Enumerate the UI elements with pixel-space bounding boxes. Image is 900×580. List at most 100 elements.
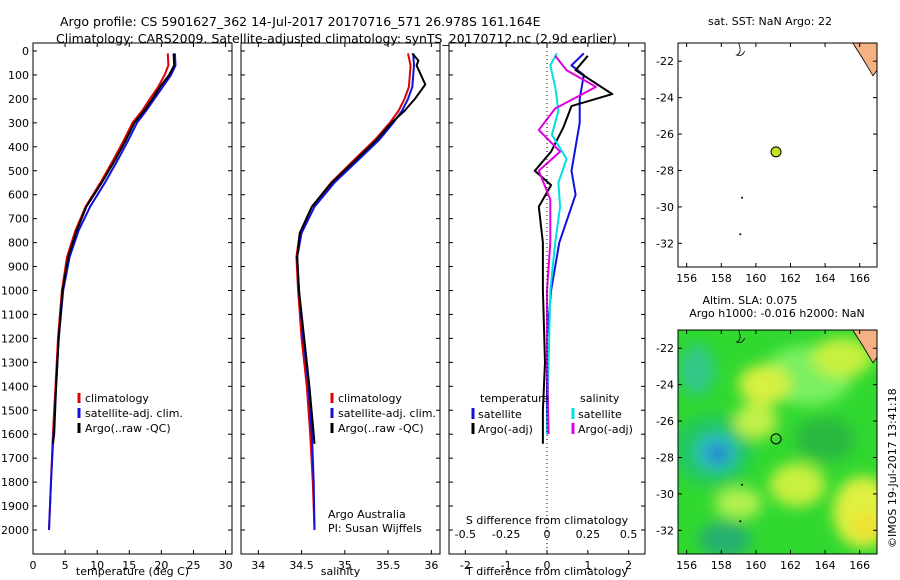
x-tick-label: 30 — [219, 559, 233, 572]
series-layer: climatology satellite-adj. clim. Argo(..ra… — [48, 52, 782, 531]
y-tick-label: 900 — [8, 261, 29, 274]
map-title: Altim. SLA: 0.075 — [702, 294, 797, 307]
map-y-tick-label: -22 — [656, 55, 674, 68]
map-y-tick-label: -32 — [656, 524, 674, 537]
map-y-tick-label: -24 — [656, 92, 674, 105]
profile-panel-3: -2 -1 0 1 2T difference from climatology — [448, 42, 646, 578]
map-y-tick-label: -32 — [656, 237, 674, 250]
legend-label: satellite — [478, 408, 522, 421]
diff-series-3 — [537, 55, 597, 435]
sla-heatmap — [678, 330, 877, 554]
y-tick-label: 300 — [8, 117, 29, 130]
x-tick-label: 36 — [424, 559, 438, 572]
panel-frame — [32, 42, 233, 555]
y-tick-label: 1400 — [1, 380, 29, 393]
map-y-tick-label: -24 — [656, 379, 674, 392]
y-tick-label: 0 — [22, 45, 29, 58]
profile-panel-2: 34 34.5 35 35.5 36 salinity — [240, 42, 441, 578]
legend-label: satellite-adj. clim. — [338, 407, 436, 420]
x-tick-label: 35.5 — [376, 559, 401, 572]
map-frame — [677, 329, 878, 555]
y-tick-label: 1100 — [1, 308, 29, 321]
island-dot — [739, 520, 742, 523]
series-line-satellite-adj-clim- — [48, 53, 177, 531]
x-tick-label: -2 — [460, 559, 471, 572]
map-x-tick-label: 166 — [849, 559, 870, 572]
map-x-tick-label: 158 — [711, 272, 732, 285]
map-x-tick-label: 164 — [815, 272, 836, 285]
map-frame — [677, 42, 878, 268]
y-tick-label: 200 — [8, 93, 29, 106]
y-tick-label: 100 — [8, 69, 29, 82]
y-tick-label: 2000 — [1, 524, 29, 537]
coast-chesterfield — [735, 329, 745, 343]
x-axis-label: temperature (deg C) — [76, 565, 189, 578]
heat-blob — [852, 512, 877, 541]
x-axis-label: T difference from climatology — [465, 565, 628, 578]
coast-chesterfield — [735, 42, 745, 56]
heat-blob — [795, 417, 856, 462]
map-x-tick-label: 158 — [711, 559, 732, 572]
y-tick-label: 1000 — [1, 285, 29, 298]
map-panel-1: 156 158 160 162 164 166 -22 -24 -26 -28 -30 -32 sat.… — [656, 15, 878, 285]
x2-tick-label: -0.5 — [455, 528, 476, 541]
legend-title-temperature: temperature — [480, 392, 549, 405]
x-tick-label: 15 — [122, 559, 136, 572]
series-line-argo-raw-qc- — [51, 53, 176, 444]
argo-float-marker — [770, 146, 782, 158]
x-tick-label: 35 — [338, 559, 352, 572]
x-tick-label: 1 — [584, 559, 591, 572]
heat-blob — [708, 445, 727, 462]
profile-panel-1: 0 5 10 15 20 25 30 temperature (deg C) — [30, 42, 233, 578]
x-tick-label: 2 — [625, 559, 632, 572]
title-line-2: Climatology: CARS2009. Satellite-adjuste… — [56, 31, 617, 46]
y-tick-label: 600 — [8, 189, 29, 202]
legend-label: Argo(..raw -QC) — [338, 422, 424, 435]
island-dot — [739, 233, 742, 236]
map-x-tick-label: 162 — [780, 272, 801, 285]
map-x-tick-label: 160 — [745, 272, 766, 285]
island-dot — [741, 483, 744, 486]
heat-blob — [733, 403, 778, 440]
y-tick-label: 1600 — [1, 428, 29, 441]
map-y-tick-label: -30 — [656, 488, 674, 501]
map-y-tick-label: -22 — [656, 342, 674, 355]
heat-blob — [679, 344, 716, 397]
credit-pi: PI: Susan Wijffels — [328, 522, 422, 535]
x2-tick-label: 0 — [544, 528, 551, 541]
x-tick-label: 0 — [30, 559, 37, 572]
x-tick-label: 20 — [154, 559, 168, 572]
heat-blob — [714, 487, 763, 520]
heat-blob — [812, 337, 873, 378]
x2-tick-label: 0.5 — [620, 528, 638, 541]
credit-org: Argo Australia — [328, 508, 406, 521]
legend-label: Argo(..raw -QC) — [85, 422, 171, 435]
x2-axis-label: S difference from climatology — [466, 514, 629, 527]
y-tick-label: 1900 — [1, 500, 29, 513]
x-tick-label: -1 — [501, 559, 512, 572]
y-tick-label: 1200 — [1, 332, 29, 345]
map-y-tick-label: -28 — [656, 451, 674, 464]
map-y-tick-label: -26 — [656, 128, 674, 141]
series-line-climatology — [48, 53, 170, 531]
y-tick-label: 700 — [8, 213, 29, 226]
x-tick-label: 10 — [90, 559, 104, 572]
map-y-tick-label: -26 — [656, 415, 674, 428]
x2-tick-label: -0.25 — [492, 528, 520, 541]
y-tick-label: 800 — [8, 237, 29, 250]
y-tick-label: 500 — [8, 165, 29, 178]
map-title-2: Argo h1000: -0.016 h2000: NaN — [689, 307, 865, 320]
x-tick-label: 5 — [62, 559, 69, 572]
map-panel-2: 156 158 160 162 164 166 -22 -24 -26 -28 -30 -32 Alti… — [656, 294, 878, 572]
heat-blob — [698, 521, 751, 554]
map-x-tick-label: 160 — [745, 559, 766, 572]
series-line-argo-raw-qc- — [296, 52, 427, 444]
title-line-1: Argo profile: CS 5901627_362 14-Jul-2017… — [60, 14, 541, 29]
island-dot — [741, 196, 744, 199]
map-title: sat. SST: NaN Argo: 22 — [708, 15, 832, 28]
x-axis-label: salinity — [321, 565, 361, 578]
y-tick-label: 1500 — [1, 404, 29, 417]
map-x-tick-label: 156 — [676, 559, 697, 572]
